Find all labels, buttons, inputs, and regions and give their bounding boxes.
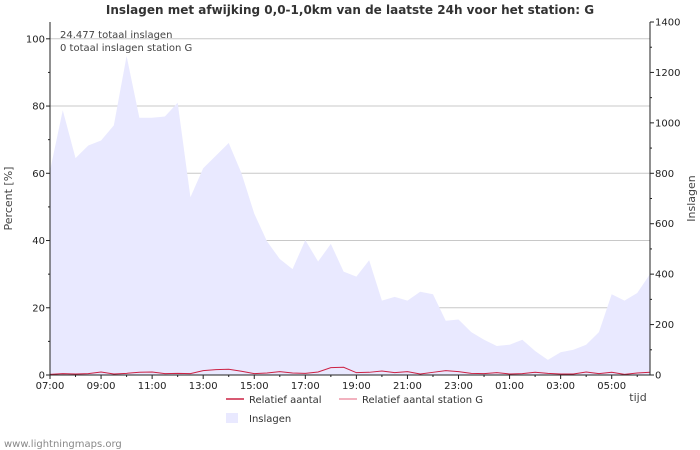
right-tick-label: 400 [655, 270, 674, 281]
right-tick-label: 1000 [655, 118, 680, 129]
right-axis-ticks: 0 200 400 600 800 1000 1200 1400 [650, 18, 680, 382]
left-tick-label: 60 [32, 169, 45, 180]
right-tick-label: 0 [655, 371, 661, 382]
y-axis-label-left: Percent [%] [2, 167, 15, 231]
right-tick-label: 200 [655, 320, 674, 331]
left-tick-label: 80 [32, 102, 45, 113]
x-tick-label: 01:00 [495, 381, 524, 392]
x-tick-label: 03:00 [546, 381, 575, 392]
left-tick-label: 0 [39, 371, 45, 382]
left-tick-label: 40 [32, 236, 45, 247]
legend-inslagen-label: Inslagen [249, 414, 291, 425]
legend-inslagen-swatch [226, 413, 238, 423]
x-tick-label: 23:00 [444, 381, 473, 392]
legend-relatief-station-label: Relatief aantal station G [362, 395, 483, 406]
relatief-line [49, 366, 651, 375]
x-tick-label: 07:00 [36, 381, 65, 392]
x-tick-label: 21:00 [393, 381, 422, 392]
right-tick-label: 1400 [655, 18, 680, 29]
inslagen-area-layer [50, 56, 650, 375]
x-tick-label: 13:00 [189, 381, 218, 392]
right-tick-label: 1200 [655, 68, 680, 79]
legend: Relatief aantal Relatief aantal station … [226, 395, 483, 425]
left-tick-label: 20 [32, 303, 45, 314]
x-tick-label: 15:00 [240, 381, 269, 392]
chart-title: Inslagen met afwijking 0,0-1,0km van de … [106, 3, 594, 17]
total-strikes-text: 24.477 totaal inslagen [60, 30, 172, 41]
x-tick-label: 09:00 [87, 381, 116, 392]
x-tick-label: 11:00 [138, 381, 167, 392]
x-axis-label: tijd [629, 391, 646, 404]
right-tick-label: 600 [655, 219, 674, 230]
y-axis-label-right: Inslagen [685, 175, 698, 221]
x-tick-label: 17:00 [291, 381, 320, 392]
x-tick-label: 19:00 [342, 381, 371, 392]
left-tick-label: 100 [26, 34, 45, 45]
x-tick-label: 05:00 [597, 381, 626, 392]
station-strikes-text: 0 totaal inslagen station G [60, 43, 192, 54]
footer-credit: www.lightningmaps.org [4, 439, 122, 450]
inslagen-area [50, 56, 650, 375]
left-axis-ticks: 0 20 40 60 80 100 [26, 34, 50, 382]
x-axis-ticks: 07:00 09:00 11:00 13:00 15:00 17:00 19:00 21:00… [36, 375, 638, 392]
legend-relatief-label: Relatief aantal [249, 395, 322, 406]
right-tick-label: 800 [655, 169, 674, 180]
